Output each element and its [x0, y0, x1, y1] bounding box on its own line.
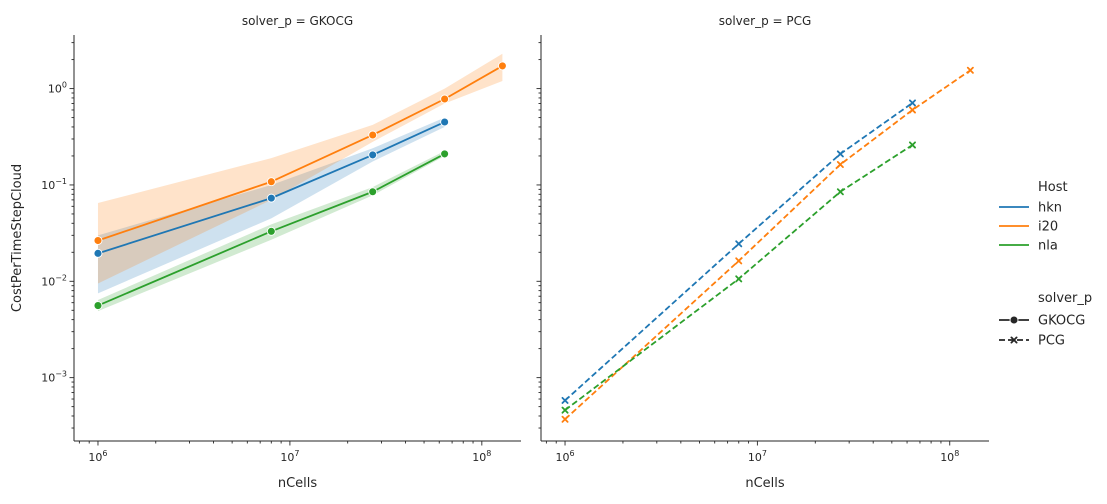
- panel-title-pcg: solver_p = PCG: [719, 14, 812, 28]
- legend-title-host: Host: [1038, 180, 1068, 195]
- series-line-hkn: [97, 121, 446, 255]
- data-point-hkn: [735, 240, 743, 248]
- y-tick-label: 10−1: [41, 177, 67, 192]
- x-axis-label: nCells: [278, 476, 318, 491]
- data-point-nla: [368, 187, 378, 197]
- data-point-nla: [440, 149, 450, 159]
- panel-pcg: solver_p = PCG nCells 106 107 108: [536, 14, 989, 491]
- series-line-nla: [564, 144, 913, 411]
- legend-label-GKOCG: GKOCG: [1038, 314, 1085, 329]
- data-point-i20: [266, 177, 276, 187]
- data-point-nla: [266, 226, 276, 236]
- data-point-i20: [836, 161, 844, 169]
- y-tick-label: 10−3: [41, 370, 67, 385]
- legend-label-PCG: PCG: [1038, 334, 1065, 349]
- data-point-hkn: [836, 150, 844, 158]
- x-axis-label: nCells: [745, 476, 785, 491]
- data-point-i20: [908, 106, 916, 114]
- panel-gkocg: solver_p = GKOCG nCells 106 107 108 10−3 10−…: [41, 14, 521, 491]
- x-tick-label: 106: [555, 449, 574, 464]
- panel-title-gkocg: solver_p = GKOCG: [242, 14, 353, 28]
- legend-marker-GKOCG: [1009, 315, 1019, 325]
- legend-label-hkn: hkn: [1038, 201, 1062, 216]
- data-point-i20: [93, 236, 103, 245]
- data-point-hkn: [368, 150, 378, 160]
- series-line-nla: [97, 153, 446, 307]
- data-point-hkn: [908, 99, 916, 107]
- legend-label-i20: i20: [1038, 220, 1058, 235]
- x-tick-label: 108: [940, 449, 959, 464]
- series-line-i20: [564, 69, 971, 420]
- data-point-nla: [836, 188, 844, 196]
- data-point-i20: [966, 66, 974, 74]
- data-point-nla: [908, 141, 916, 149]
- legend-title-solver: solver_p: [1038, 291, 1092, 306]
- y-tick-label: 10−2: [41, 273, 67, 288]
- data-point-hkn: [93, 248, 103, 258]
- data-point-nla: [93, 301, 103, 311]
- data-point-i20: [497, 61, 507, 71]
- legend-marker-PCG: [1010, 336, 1018, 344]
- data-point-hkn: [266, 193, 276, 203]
- data-point-nla: [561, 406, 569, 414]
- y-axis-label: CostPerTimeStepCloud: [10, 164, 25, 312]
- data-point-nla: [735, 275, 743, 283]
- x-tick-label: 107: [280, 449, 299, 464]
- data-point-i20: [735, 257, 743, 265]
- y-tick-label: 100: [48, 81, 67, 96]
- data-point-i20: [368, 130, 378, 140]
- x-tick-label: 108: [472, 449, 491, 464]
- x-tick-label: 106: [88, 449, 107, 464]
- legend: Host solver_p hkn i20 nla GKOCG PCG: [999, 180, 1092, 349]
- x-tick-label: 107: [748, 449, 767, 464]
- data-point-hkn: [440, 117, 450, 127]
- data-point-hkn: [561, 396, 569, 404]
- data-point-i20: [440, 94, 450, 104]
- legend-label-nla: nla: [1038, 239, 1058, 254]
- series-line-hkn: [564, 102, 913, 402]
- data-point-i20: [561, 415, 569, 423]
